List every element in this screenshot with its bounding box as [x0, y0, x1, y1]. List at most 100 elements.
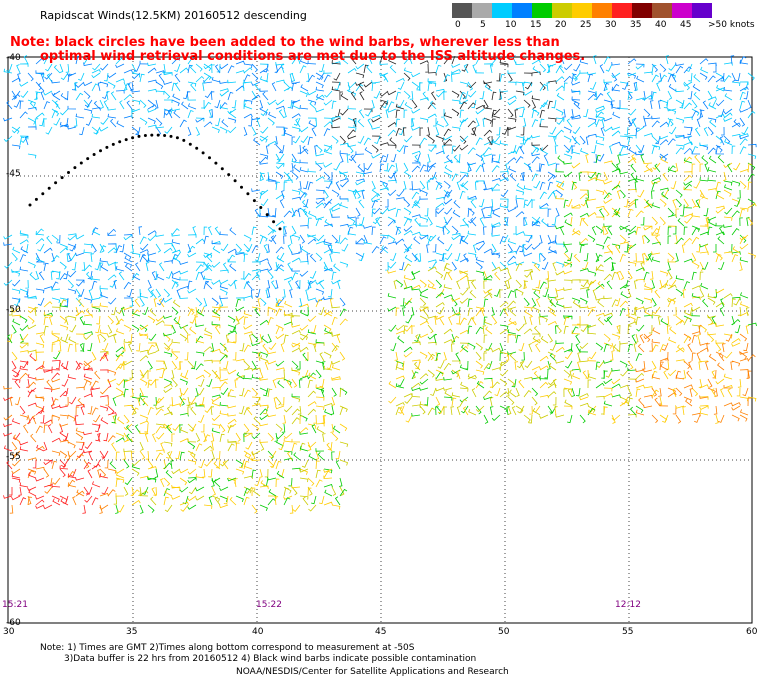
wind-barb — [251, 269, 261, 273]
wind-barb — [318, 280, 325, 290]
wind-barb — [223, 360, 229, 370]
wind-barb — [602, 226, 606, 236]
wind-barb — [731, 210, 740, 218]
wind-barb — [571, 116, 581, 120]
wind-barb — [443, 406, 447, 415]
wind-barb — [123, 404, 133, 409]
wind-barb — [45, 63, 53, 72]
wind-barb — [243, 234, 252, 242]
wind-barb — [739, 168, 749, 173]
wind-barb — [677, 344, 685, 353]
wind-barb — [627, 117, 633, 127]
wind-barb — [485, 326, 493, 335]
wind-barb — [464, 360, 469, 370]
wind-barb — [579, 297, 588, 305]
wind-barb — [547, 100, 553, 110]
wind-barb — [308, 453, 317, 461]
wind-barb — [43, 56, 51, 65]
wind-barb — [306, 253, 311, 263]
wind-barb — [283, 171, 291, 180]
wind-barb — [99, 473, 109, 479]
wind-barb — [603, 225, 609, 235]
wind-barb — [443, 138, 452, 146]
wind-barb — [553, 379, 557, 389]
wind-barb — [99, 468, 107, 478]
contamination-dot — [233, 179, 237, 183]
wind-barb — [717, 414, 725, 423]
wind-barb — [482, 325, 487, 335]
wind-barb — [139, 378, 148, 386]
wind-barb — [219, 104, 229, 110]
wind-barb — [137, 288, 141, 298]
lon-label-35: 35 — [126, 627, 138, 637]
wind-barb — [139, 254, 146, 263]
wind-barb — [739, 133, 749, 137]
wind-barb — [182, 325, 189, 335]
wind-barb — [662, 172, 669, 182]
wind-barb — [243, 324, 253, 330]
wind-barb — [300, 245, 309, 254]
wind-barb — [556, 183, 565, 191]
wind-barb — [158, 262, 165, 272]
wind-barb — [475, 360, 483, 369]
wind-barb — [291, 312, 301, 317]
wind-barb — [531, 288, 541, 294]
wind-barb — [204, 459, 213, 467]
wind-barb — [699, 231, 709, 236]
wind-barb — [11, 450, 21, 457]
wind-barb — [619, 283, 629, 290]
wind-barb — [691, 312, 701, 317]
wind-barb — [198, 459, 205, 469]
wind-barb — [404, 324, 413, 332]
wind-barb — [291, 234, 301, 241]
wind-barb — [564, 351, 573, 360]
wind-barb — [698, 325, 702, 335]
wind-barb — [672, 225, 677, 235]
wind-barb — [283, 497, 291, 506]
wind-barb — [12, 246, 21, 254]
wind-barb — [75, 234, 85, 240]
wind-barb — [227, 248, 237, 254]
wind-barb — [40, 73, 45, 83]
wind-barb — [219, 269, 229, 274]
wind-barb — [219, 402, 229, 407]
wind-barb — [307, 372, 316, 380]
wind-barb — [548, 362, 557, 371]
wind-barb — [123, 423, 133, 431]
wind-barb — [531, 119, 539, 128]
wind-barb — [67, 234, 77, 241]
wind-barb — [443, 351, 447, 361]
wind-barb — [619, 225, 629, 231]
wind-barb — [739, 108, 749, 113]
wind-barb — [131, 72, 141, 80]
wind-barb — [216, 450, 221, 460]
wind-barb — [481, 208, 485, 218]
wind-barb — [393, 280, 398, 290]
wind-barb — [662, 414, 669, 423]
wind-barb — [483, 292, 493, 299]
wind-barb — [73, 117, 78, 127]
wind-barb — [219, 80, 229, 84]
wind-barb — [112, 397, 117, 407]
wind-barb — [666, 325, 671, 335]
wind-barb — [587, 308, 596, 317]
wind-barb — [721, 126, 725, 136]
wind-barb — [451, 99, 461, 105]
wind-barb — [100, 63, 109, 71]
wind-barb — [323, 475, 333, 480]
contamination-dot — [79, 161, 83, 165]
pass-time-2: 15:22 — [256, 600, 282, 610]
wind-barb — [547, 234, 552, 244]
wind-barb — [611, 378, 621, 385]
wind-barb — [51, 359, 61, 364]
wind-barb — [739, 396, 749, 402]
wind-barb — [331, 376, 341, 380]
wind-barb — [723, 402, 733, 407]
wind-barb — [291, 207, 296, 217]
wind-barb — [475, 309, 484, 317]
wind-barb — [518, 379, 525, 389]
wind-barb — [461, 344, 469, 353]
wind-barb — [523, 99, 531, 108]
wind-barb — [195, 297, 203, 307]
wind-barb — [483, 99, 489, 109]
